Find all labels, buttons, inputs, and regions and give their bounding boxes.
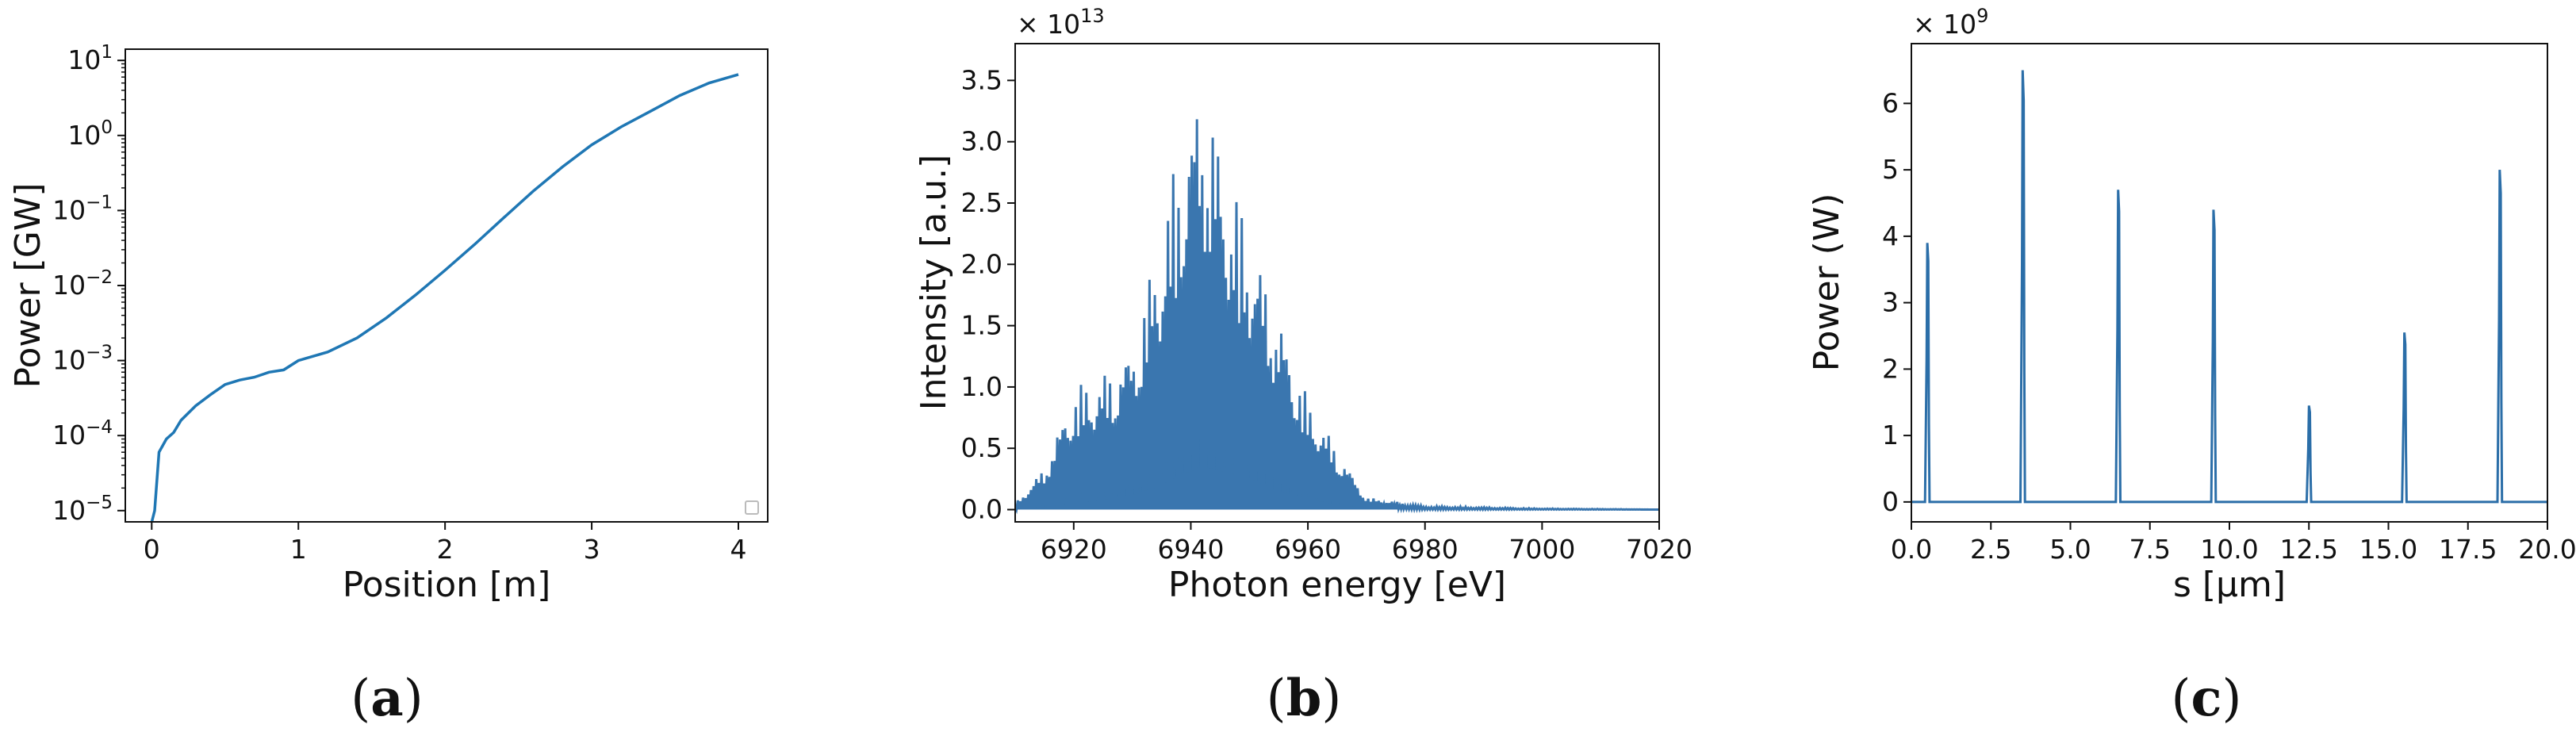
b-x-ticks: 6920 6940 6960 6980 7000 7020 <box>1041 522 1692 565</box>
c-x-tick-label: 5.0 <box>2049 534 2091 565</box>
c-y-tick-label: 5 <box>1882 154 1899 185</box>
b-y-tick-label: 1.0 <box>961 371 1002 402</box>
c-x-ticks: 0.0 2.5 5.0 7.5 10.0 12.5 15.0 17.5 20.0 <box>1891 522 2576 565</box>
c-multiplier: × 109 <box>1913 5 1988 40</box>
b-y-tick-label: 3.0 <box>961 126 1002 157</box>
a-axes-frame <box>125 48 769 523</box>
c-y-ticks: 0 1 2 3 4 5 6 <box>1882 87 1911 517</box>
b-panel-label: (b) <box>1267 669 1342 728</box>
c-axes-frame <box>1911 43 2548 523</box>
b-x-tick-label: 6980 <box>1392 534 1459 565</box>
a-legend-box <box>745 500 759 515</box>
a-series-line <box>150 73 739 522</box>
a-x-tick-label: 3 <box>584 534 600 565</box>
c-x-tick-label: 17.5 <box>2439 534 2497 565</box>
c-panel-label: (c) <box>2172 669 2242 728</box>
c-x-tick-label: 0.0 <box>1891 534 1932 565</box>
b-y-tick-label: 1.5 <box>961 310 1002 341</box>
b-axes-frame <box>1014 43 1660 523</box>
c-x-tick-label: 7.5 <box>2129 534 2171 565</box>
a-x-tick-label: 4 <box>730 534 747 565</box>
b-multiplier: × 1013 <box>1017 5 1105 40</box>
b-y-tick-label: 0.0 <box>961 494 1002 525</box>
a-x-tick-label: 0 <box>144 534 160 565</box>
c-series-line <box>1911 70 2547 504</box>
chart-a: 0 1 2 3 4 10−5 10−4 10−3 10−2 10−1 100 101 Positio… <box>8 42 769 728</box>
a-y-tick-label: 10−1 <box>52 192 113 225</box>
a-y-tick-label: 10−3 <box>52 343 113 376</box>
a-y-tick-label: 10−5 <box>52 493 113 526</box>
b-y-tick-label: 2.5 <box>961 187 1002 218</box>
c-y-tick-label: 2 <box>1882 353 1899 384</box>
b-xlabel: Photon energy [eV] <box>1168 565 1506 605</box>
c-x-tick-label: 10.0 <box>2200 534 2258 565</box>
b-y-ticks: 0.0 0.5 1.0 1.5 2.0 2.5 3.0 3.5 <box>961 64 1015 525</box>
b-x-tick-label: 7000 <box>1508 534 1575 565</box>
chart-c: 0.0 2.5 5.0 7.5 10.0 12.5 15.0 17.5 20.0 0 1 2 3 4 5 6… <box>1807 5 2576 728</box>
c-y-tick-label: 4 <box>1882 220 1899 251</box>
a-x-tick-label: 2 <box>437 534 454 565</box>
c-x-tick-label: 15.0 <box>2359 534 2417 565</box>
b-x-tick-label: 6960 <box>1275 534 1341 565</box>
c-y-tick-label: 1 <box>1882 420 1899 450</box>
b-ylabel: Intensity [a.u.] <box>914 155 954 411</box>
a-y-tick-label: 100 <box>67 117 113 151</box>
c-x-tick-label: 12.5 <box>2280 534 2338 565</box>
b-x-tick-label: 6920 <box>1041 534 1107 565</box>
a-xlabel: Position [m] <box>343 565 551 605</box>
b-y-tick-label: 3.5 <box>961 64 1002 95</box>
c-xlabel: s [μm] <box>2173 565 2286 605</box>
a-x-tick-label: 1 <box>290 534 307 565</box>
c-y-tick-label: 6 <box>1882 87 1899 118</box>
c-x-tick-label: 2.5 <box>1970 534 2011 565</box>
chart-b: 6920 6940 6960 6980 7000 7020 0.0 0.5 1.0 1.5 2.0… <box>914 5 1692 728</box>
a-panel-label: (a) <box>351 669 423 728</box>
b-x-tick-label: 7020 <box>1626 534 1692 565</box>
c-x-tick-label: 20.0 <box>2518 534 2576 565</box>
a-ylabel: Power [GW] <box>8 183 48 389</box>
b-y-tick-label: 0.5 <box>961 432 1002 463</box>
a-x-ticks: 0 1 2 3 4 <box>144 522 747 565</box>
a-y-tick-label: 10−2 <box>52 267 113 301</box>
c-ylabel: Power (W) <box>1807 194 1847 372</box>
a-y-ticks: 10−5 10−4 10−3 10−2 10−1 100 101 <box>52 42 125 526</box>
b-x-tick-label: 6940 <box>1157 534 1224 565</box>
c-y-tick-label: 3 <box>1882 287 1899 318</box>
a-y-tick-label: 10−4 <box>52 417 113 450</box>
c-y-tick-label: 0 <box>1882 486 1899 517</box>
a-y-tick-label: 101 <box>67 42 113 75</box>
b-y-tick-label: 2.0 <box>961 248 1002 279</box>
b-series-spikes <box>1015 119 1659 515</box>
